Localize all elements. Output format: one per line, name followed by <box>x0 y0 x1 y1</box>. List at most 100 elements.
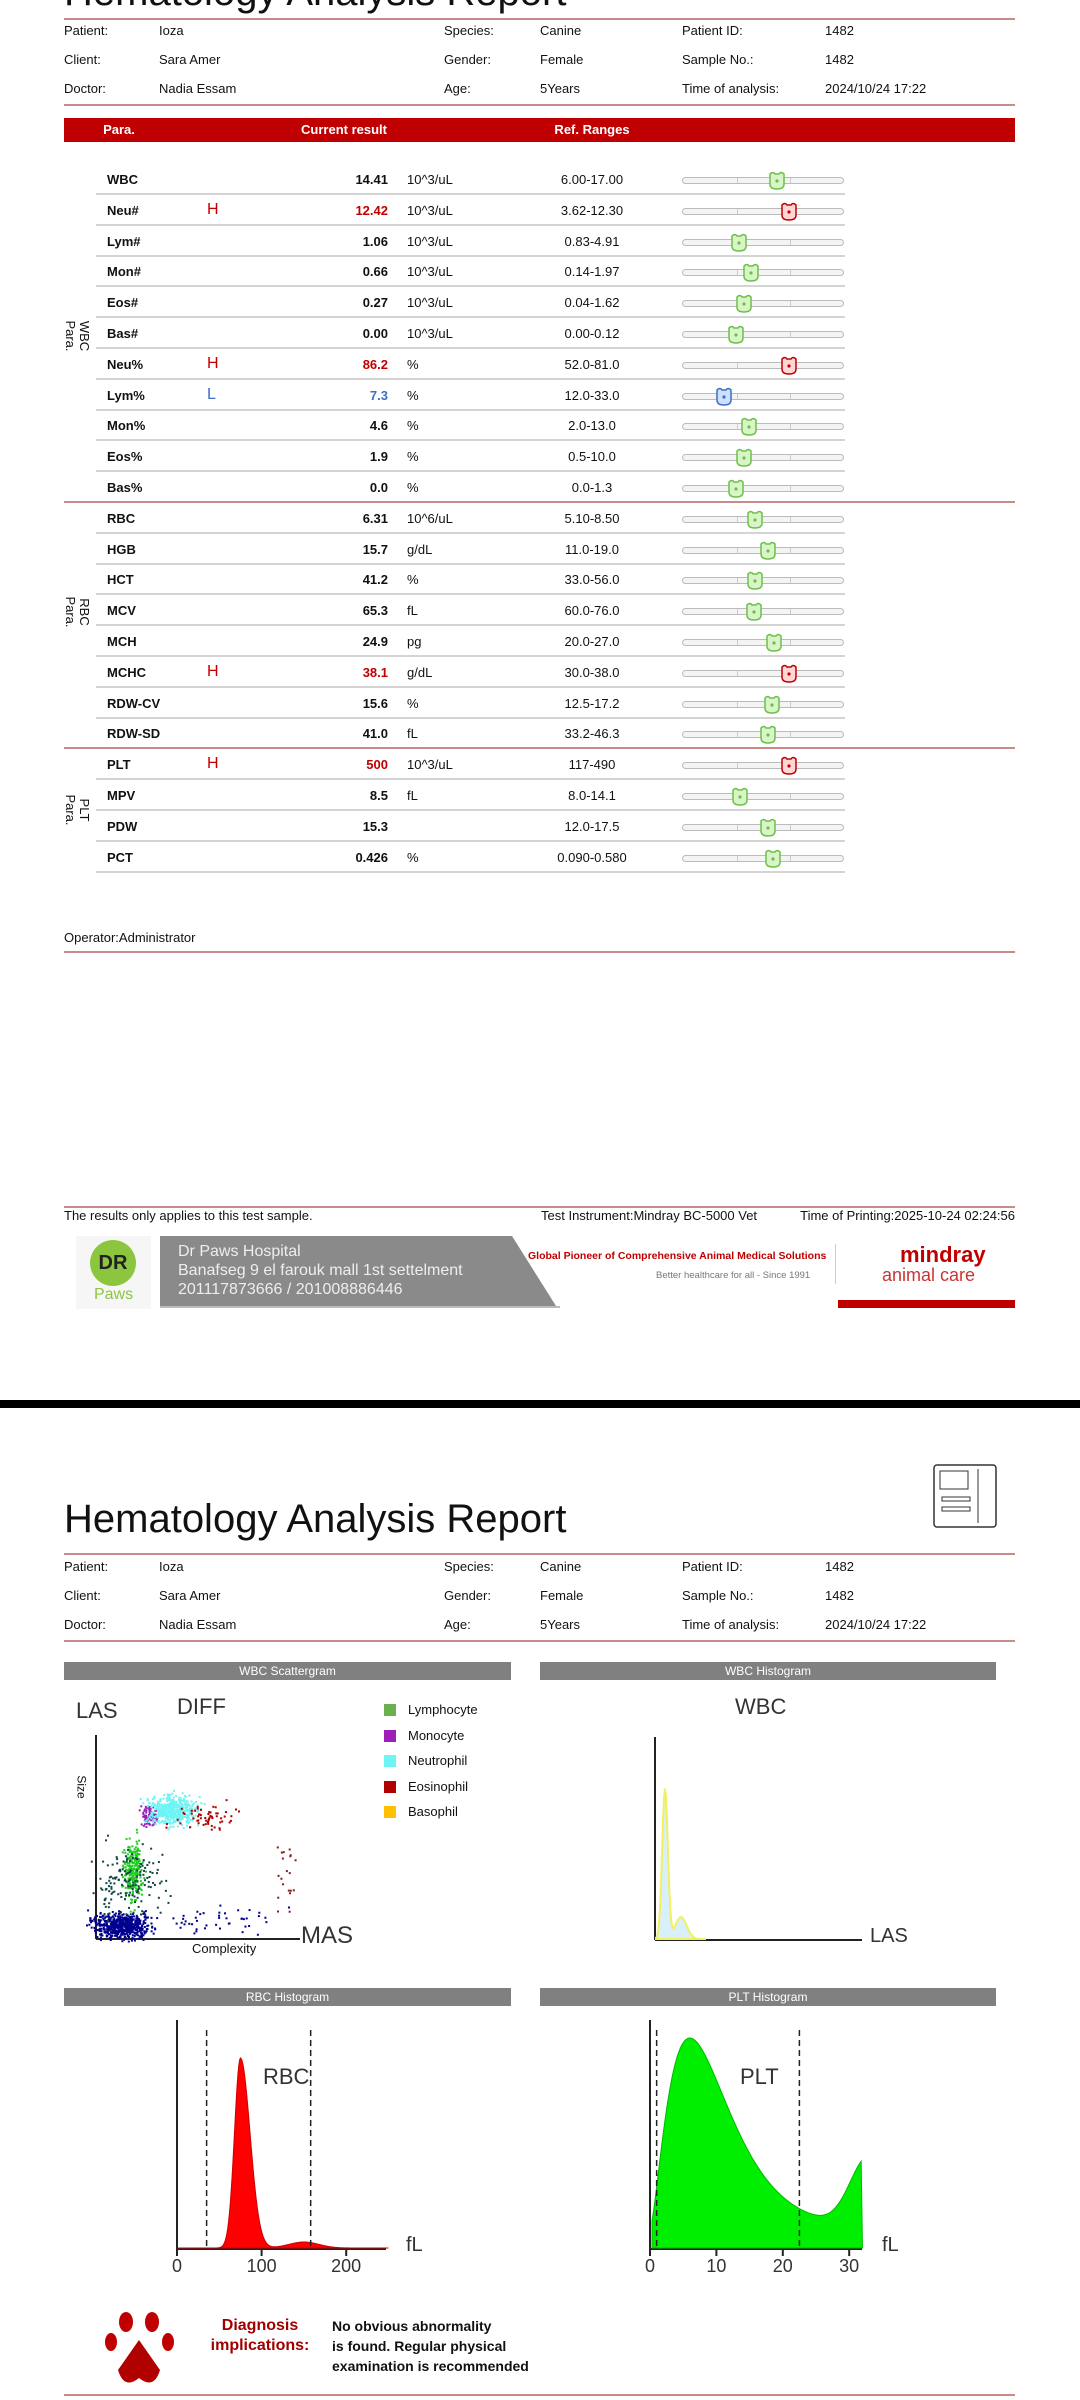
scatter-point <box>135 1933 138 1936</box>
scatter-point <box>128 1919 131 1922</box>
scatter-point <box>108 1936 111 1939</box>
scatter-point <box>224 1811 227 1814</box>
scatter-point <box>179 1811 182 1814</box>
plt-histogram-title: PLT Histogram <box>540 1988 996 2006</box>
scatter-point <box>146 1864 149 1867</box>
scatter-point <box>175 1814 178 1817</box>
scatter-point <box>154 1823 157 1826</box>
info-value: 2024/10/24 17:22 <box>825 1617 927 1632</box>
ref-range: 0.5-10.0 <box>568 449 616 465</box>
scatter-point <box>126 1931 129 1934</box>
scatter-point <box>127 1848 130 1851</box>
scatter-point <box>190 1812 193 1815</box>
scatter-point <box>109 1882 112 1885</box>
scatter-point <box>111 1910 114 1913</box>
unit: 10^3/uL <box>407 233 453 249</box>
scatter-point <box>116 1920 119 1923</box>
scatter-point <box>108 1902 111 1905</box>
plt-hist-title: PLT <box>740 2064 779 2089</box>
scatter-point <box>136 1853 139 1856</box>
scatter-point <box>124 1886 127 1889</box>
scatter-point <box>134 1880 137 1883</box>
scatter-point <box>140 1805 143 1808</box>
scatter-point <box>181 1802 184 1805</box>
scatter-point <box>135 1873 138 1876</box>
scatter-point <box>137 1887 140 1890</box>
scatter-point <box>135 1884 138 1887</box>
scatter-point <box>104 1920 107 1923</box>
scatter-point <box>174 1809 177 1812</box>
scatter-point <box>133 1932 136 1935</box>
scatter-point <box>116 1919 119 1922</box>
scatter-point <box>165 1821 168 1824</box>
result-value: 8.5 <box>369 788 388 803</box>
scatter-point <box>124 1855 127 1858</box>
scatter-point <box>132 1925 135 1928</box>
result-value: 4.6 <box>369 418 388 434</box>
scatter-point <box>125 1913 128 1916</box>
scatter-point <box>193 1932 196 1935</box>
scatter-point <box>127 1930 130 1933</box>
result-marker-icon <box>763 694 781 714</box>
scatter-point <box>175 1802 178 1805</box>
scatter-point <box>134 1928 137 1931</box>
scatter-point <box>175 1820 178 1823</box>
scatter-point <box>100 1916 103 1919</box>
scatter-point <box>119 1892 122 1895</box>
row-divider <box>96 223 845 226</box>
scatter-point <box>99 1939 102 1942</box>
scatter-point <box>199 1808 202 1811</box>
scatter-point <box>165 1803 168 1806</box>
scatter-point <box>168 1819 171 1822</box>
scatter-point <box>136 1847 139 1850</box>
scatter-point <box>174 1812 177 1815</box>
scatter-point <box>136 1889 139 1892</box>
info-label: Patient: <box>64 23 109 38</box>
plt-hist-unit: fL <box>882 2234 899 2256</box>
scatter-point <box>156 1801 159 1804</box>
scatter-point <box>106 1915 109 1918</box>
scatter-point <box>131 1865 134 1868</box>
scatter-point <box>130 1851 133 1854</box>
scatter-point <box>215 1923 218 1926</box>
scatter-point <box>107 1885 110 1888</box>
scatter-point <box>157 1896 160 1899</box>
scatter-point <box>119 1916 122 1919</box>
scatter-point <box>128 1873 131 1876</box>
scatter-point <box>105 1915 108 1918</box>
result-marker-icon <box>735 447 753 467</box>
cluster-eosinophil <box>165 1799 240 1831</box>
scatter-point <box>186 1818 189 1821</box>
scatter-point <box>154 1805 157 1808</box>
scatter-point <box>188 1826 191 1829</box>
scatter-point <box>170 1825 173 1828</box>
scatter-point <box>135 1828 138 1831</box>
scatter-point <box>130 1871 133 1874</box>
info-value: Nadia Essam <box>159 1617 237 1632</box>
range-bar <box>682 515 844 523</box>
scatter-point <box>111 1932 114 1935</box>
scatter-point <box>146 1798 149 1801</box>
scatter-point <box>125 1880 128 1883</box>
scatter-point <box>133 1937 136 1940</box>
info-label: Patient ID: <box>682 1559 743 1574</box>
scatter-point <box>123 1870 126 1873</box>
scatter-point <box>152 1932 155 1935</box>
row-divider <box>96 254 845 257</box>
brand-bar <box>838 1300 1015 1308</box>
result-value: 0.00 <box>362 326 388 341</box>
scatter-point <box>187 1804 190 1807</box>
scatter-point <box>184 1920 187 1923</box>
scatter-point <box>265 1921 268 1924</box>
scatter-point <box>184 1806 187 1809</box>
scatter-point <box>223 1815 226 1818</box>
scatter-point <box>172 1816 175 1819</box>
scatter-point <box>142 1802 145 1805</box>
scatter-point <box>164 1817 167 1820</box>
scatter-point <box>119 1935 122 1938</box>
scatter-point <box>150 1811 153 1814</box>
scatter-point <box>173 1805 176 1808</box>
result-marker-icon <box>745 601 763 621</box>
scatter-point <box>117 1937 120 1940</box>
scatter-point <box>163 1812 166 1815</box>
